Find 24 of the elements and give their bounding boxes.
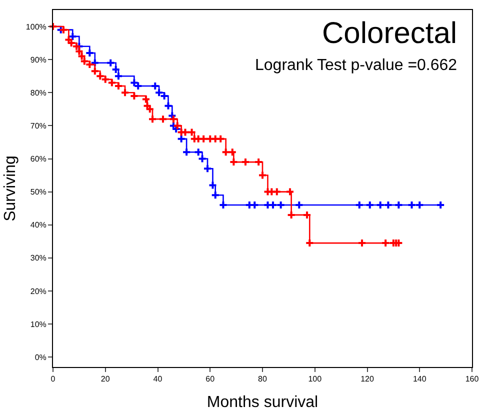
x-tick-label: 0 [50,374,56,384]
y-tick-label: 60% [30,154,46,164]
x-tick-label: 120 [360,374,374,384]
x-tick-label: 100 [308,374,322,384]
x-tick-label: 80 [258,374,268,384]
y-tick-label: 30% [30,254,46,263]
y-tick-label: 70% [30,121,46,130]
y-tick-label: 10% [30,320,46,329]
y-tick-label: 50% [30,188,46,197]
y-axis-title: Surviving [2,156,19,222]
y-tick-label: 80% [30,88,46,98]
y-tick-label: 90% [30,55,46,64]
annotation: Logrank Test p-value =0.662 [255,57,458,74]
x-tick-label: 160 [465,374,480,384]
x-tick-label: 20 [100,374,110,384]
x-tick-label: 140 [412,374,427,384]
x-tick-label: 40 [153,374,163,384]
y-tick-label: 20% [30,286,46,296]
y-tick-label: 100% [26,22,46,32]
x-axis-title: Months survival [206,394,318,411]
x-tick-label: 60 [206,374,216,384]
chart-title: Colorectal [322,17,458,50]
y-tick-label: 40% [30,220,46,230]
y-tick-label: 0% [34,352,46,362]
